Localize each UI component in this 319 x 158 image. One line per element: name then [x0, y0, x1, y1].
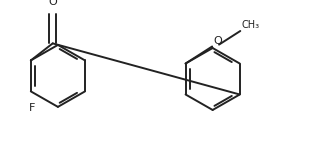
Text: O: O — [48, 0, 57, 7]
Text: CH₃: CH₃ — [241, 20, 260, 30]
Text: F: F — [29, 103, 36, 113]
Text: O: O — [213, 36, 222, 46]
